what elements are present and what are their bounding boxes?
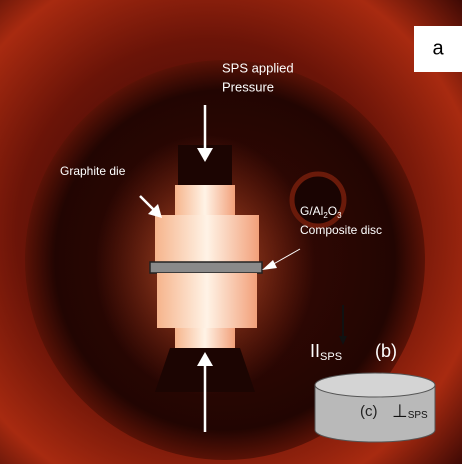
perp-main: ⊥	[392, 401, 408, 421]
arrows	[139, 105, 301, 432]
pressure-label: Pressure	[222, 79, 274, 94]
c-label: (c)	[360, 403, 378, 420]
die-label: Graphite die	[60, 164, 126, 178]
b-label: (b)	[375, 341, 397, 361]
cylinder-body	[314, 384, 436, 443]
parallel-main: II	[310, 341, 320, 361]
disc-label-sub: 2	[323, 211, 328, 220]
disc-label: Composite disc	[300, 223, 382, 237]
perp-label: ⊥SPS	[392, 401, 428, 421]
panel-label: a	[432, 37, 444, 59]
lower-spacer	[175, 328, 235, 348]
inset-arrow-head	[339, 336, 347, 345]
disc-label-sub: 3	[337, 211, 342, 220]
composite-disc	[149, 261, 263, 274]
pressure-label: SPS applied	[222, 60, 294, 75]
disc-label: G/Al2O3	[300, 204, 342, 220]
panel-label-box	[414, 26, 462, 72]
cylinder-top	[314, 372, 436, 398]
graphite-die-upper	[155, 215, 259, 265]
upper-spacer	[175, 185, 235, 217]
disc-label-part: O	[328, 204, 337, 218]
parallel-sub: SPS	[320, 351, 342, 363]
disc-label-part: G/Al	[300, 204, 323, 218]
graphite-die-lower	[157, 273, 257, 328]
parallel-label: IISPS	[310, 341, 342, 363]
viewport-knob	[289, 171, 347, 229]
perp-sub: SPS	[408, 410, 428, 421]
